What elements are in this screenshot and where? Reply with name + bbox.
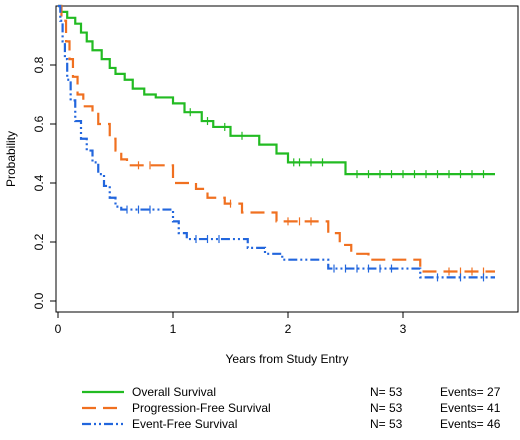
series-layer [58, 4, 495, 282]
y-axis: 0.0 0.2 0.4 0.6 0.8 [32, 56, 56, 309]
legend-events: Events= 41 [440, 401, 501, 415]
y-tick-label: 0.2 [32, 233, 46, 250]
survival-curve [58, 4, 495, 273]
legend-label: Overall Survival [132, 385, 216, 399]
x-tick-label: 3 [400, 322, 407, 336]
plot-frame [55, 5, 519, 313]
y-tick-label: 0.4 [32, 174, 46, 191]
legend-events: Events= 46 [440, 417, 501, 431]
legend-n: N= 53 [370, 385, 403, 399]
survival-curve [58, 4, 495, 176]
x-tick-label: 2 [285, 322, 292, 336]
y-tick-label: 0.6 [32, 115, 46, 132]
legend-n: N= 53 [370, 417, 403, 431]
legend-n: N= 53 [370, 401, 403, 415]
legend-label: Event-Free Survival [132, 417, 237, 431]
legend-entry: Progression-Free Survival N= 53 Events= 41 [82, 401, 501, 415]
y-axis-label: Probability [4, 131, 18, 187]
survival-curve [58, 4, 495, 279]
legend-events: Events= 27 [440, 385, 501, 399]
legend-entry: Event-Free Survival N= 53 Events= 46 [82, 417, 501, 431]
y-tick-label: 0.0 [32, 292, 46, 309]
y-tick-label: 0.8 [32, 56, 46, 73]
series-2 [58, 4, 495, 276]
legend: Overall Survival N= 53 Events= 27 Progressi… [82, 385, 501, 431]
x-tick-label: 0 [55, 322, 62, 336]
series-1 [58, 4, 495, 179]
legend-label: Progression-Free Survival [132, 401, 271, 415]
x-axis-label: Years from Study Entry [226, 352, 349, 366]
x-tick-label: 1 [170, 322, 177, 336]
x-axis: 0 1 2 3 [55, 312, 407, 336]
legend-entry: Overall Survival N= 53 Events= 27 [82, 385, 501, 399]
series-3 [58, 4, 495, 282]
